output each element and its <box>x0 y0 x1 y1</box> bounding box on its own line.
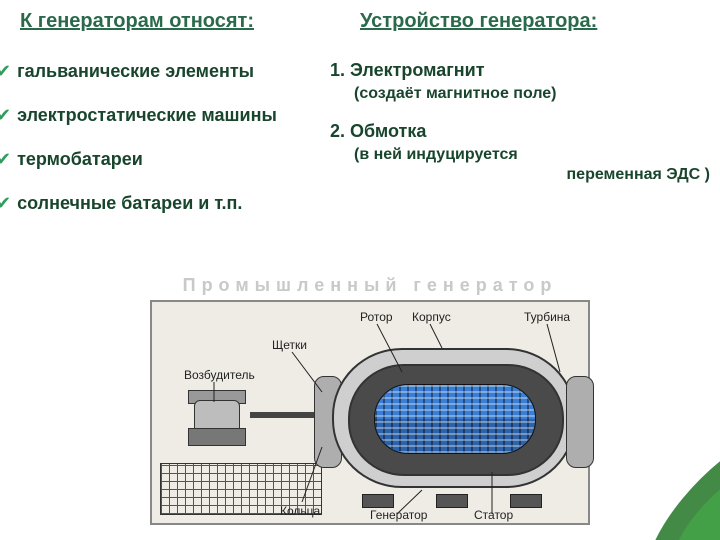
label-korpus: Корпус <box>412 310 451 324</box>
bullet-text: электростатические машины <box>17 104 277 126</box>
check-icon: ✔ <box>0 192 11 214</box>
check-icon: ✔ <box>0 60 11 82</box>
generator-diagram: Возбудитель Щетки Ротор Корпус Турбина К… <box>150 300 590 525</box>
num-sub: (создаёт магнитное поле) <box>354 85 710 103</box>
label-shchetki: Щетки <box>272 338 307 352</box>
label-rotor: Ротор <box>360 310 393 324</box>
num-sub2: переменная ЭДС ) <box>330 166 710 184</box>
bullet-text: термобатареи <box>17 148 143 170</box>
label-vozbuditel: Возбудитель <box>184 368 255 382</box>
label-generator: Генератор <box>370 508 427 522</box>
check-icon: ✔ <box>0 148 11 170</box>
generator-types-list: ✔ гальванические элементы ✔ электростатиче… <box>0 60 336 236</box>
label-koltsa: Кольца <box>280 504 320 518</box>
generator-structure-list: 1. Электромагнит (создаёт магнитное поле… <box>330 60 710 202</box>
label-turbina: Турбина <box>524 310 570 324</box>
label-stator: Статор <box>474 508 513 522</box>
num-title: Обмотка <box>345 121 426 141</box>
exciter-shape <box>180 390 252 446</box>
num-index: 1. <box>330 60 345 80</box>
diagram-caption: Промышленный генератор <box>150 275 590 296</box>
num-title: Электромагнит <box>350 60 484 80</box>
bullet-text: солнечные батареи и т.п. <box>17 192 242 214</box>
check-icon: ✔ <box>0 104 11 126</box>
heading-right: Устройство генератора: <box>360 10 597 33</box>
generator-body <box>332 338 572 494</box>
heading-left: К генераторам относят: <box>20 10 254 33</box>
num-sub: (в ней индуцируется <box>354 146 710 164</box>
corner-decoration <box>600 440 720 540</box>
bullet-text: гальванические элементы <box>17 60 254 82</box>
num-index: 2. <box>330 121 345 141</box>
